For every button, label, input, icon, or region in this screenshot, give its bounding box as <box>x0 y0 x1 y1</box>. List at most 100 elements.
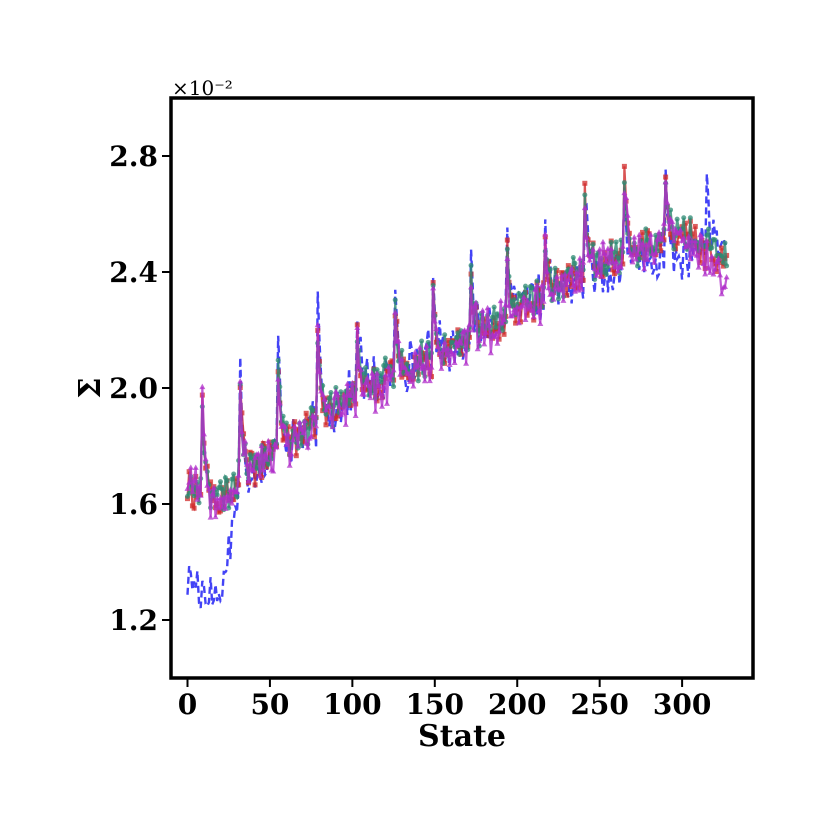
data-point <box>700 260 707 267</box>
data-point <box>504 237 510 243</box>
data-point <box>301 417 308 424</box>
data-point <box>291 423 298 429</box>
data-point <box>513 320 519 326</box>
data-point <box>562 271 569 277</box>
data-point <box>454 342 461 348</box>
data-point <box>501 316 508 323</box>
data-point <box>693 252 700 258</box>
data-point <box>399 374 405 380</box>
data-point <box>311 414 318 420</box>
data-point <box>491 304 497 310</box>
y-tick-label: 1.6 <box>109 488 158 521</box>
data-point <box>660 220 667 226</box>
data-point <box>245 478 252 484</box>
data-point <box>621 189 628 196</box>
data-point <box>715 255 722 262</box>
data-point <box>189 488 196 494</box>
data-point <box>252 454 259 460</box>
data-point <box>724 263 730 269</box>
data-point <box>192 464 199 470</box>
data-point <box>231 471 237 477</box>
data-point <box>586 257 593 263</box>
data-point <box>455 327 461 333</box>
data-point <box>377 390 384 396</box>
data-point <box>313 422 320 429</box>
data-point <box>374 398 380 404</box>
data-point <box>550 296 557 302</box>
data-point <box>557 287 564 293</box>
data-point <box>621 180 627 186</box>
data-point <box>719 245 725 251</box>
data-point <box>581 204 588 211</box>
data-point <box>543 268 550 274</box>
data-point <box>692 223 698 229</box>
data-point <box>222 505 229 511</box>
data-point <box>613 239 619 245</box>
data-point <box>658 248 664 254</box>
data-point <box>469 326 476 333</box>
data-point <box>712 266 719 272</box>
data-point <box>564 292 570 298</box>
data-point <box>606 260 613 266</box>
series-3 <box>184 178 730 520</box>
data-point <box>293 453 299 459</box>
data-point <box>451 359 458 365</box>
data-point <box>519 302 526 309</box>
data-point <box>496 327 503 334</box>
data-point <box>720 260 726 266</box>
data-point <box>480 330 486 336</box>
data-point <box>501 331 507 337</box>
data-point <box>497 297 504 304</box>
data-point <box>252 482 258 488</box>
data-point <box>250 467 257 473</box>
data-point <box>580 259 587 265</box>
data-point <box>367 394 374 401</box>
data-point <box>209 490 216 497</box>
data-point <box>292 419 298 425</box>
data-point <box>595 269 602 275</box>
x-axis-label: State <box>418 719 506 754</box>
data-point <box>235 472 242 478</box>
data-point <box>333 416 339 422</box>
data-point <box>665 225 672 232</box>
data-point <box>525 306 532 312</box>
data-point <box>408 367 415 373</box>
data-point <box>263 456 270 462</box>
data-point <box>285 430 292 437</box>
data-point <box>576 255 583 261</box>
data-point <box>722 240 728 246</box>
data-point <box>560 297 567 303</box>
data-point <box>191 505 197 511</box>
data-point <box>349 379 356 386</box>
data-point <box>237 378 244 384</box>
data-point <box>588 252 595 258</box>
data-point <box>372 408 379 414</box>
data-point <box>643 226 649 232</box>
data-point <box>704 232 710 238</box>
data-point <box>441 339 448 345</box>
data-point <box>286 462 293 468</box>
data-point <box>464 326 471 332</box>
data-point <box>687 215 693 221</box>
data-point <box>240 450 247 457</box>
data-point <box>212 513 219 520</box>
data-point <box>276 400 283 406</box>
data-point <box>548 290 555 296</box>
data-point <box>440 346 447 353</box>
data-point <box>635 263 641 269</box>
data-point <box>509 312 516 319</box>
data-point <box>265 437 272 444</box>
data-point <box>705 264 712 271</box>
data-point <box>382 355 388 361</box>
data-point <box>247 460 254 466</box>
data-point <box>407 378 414 384</box>
data-point <box>234 494 240 500</box>
data-point <box>342 421 349 427</box>
data-point <box>499 327 505 333</box>
data-point <box>382 371 389 378</box>
data-point <box>229 476 235 482</box>
data-point <box>664 199 671 205</box>
data-point <box>352 412 359 419</box>
data-point <box>524 297 531 303</box>
data-point <box>207 514 214 520</box>
